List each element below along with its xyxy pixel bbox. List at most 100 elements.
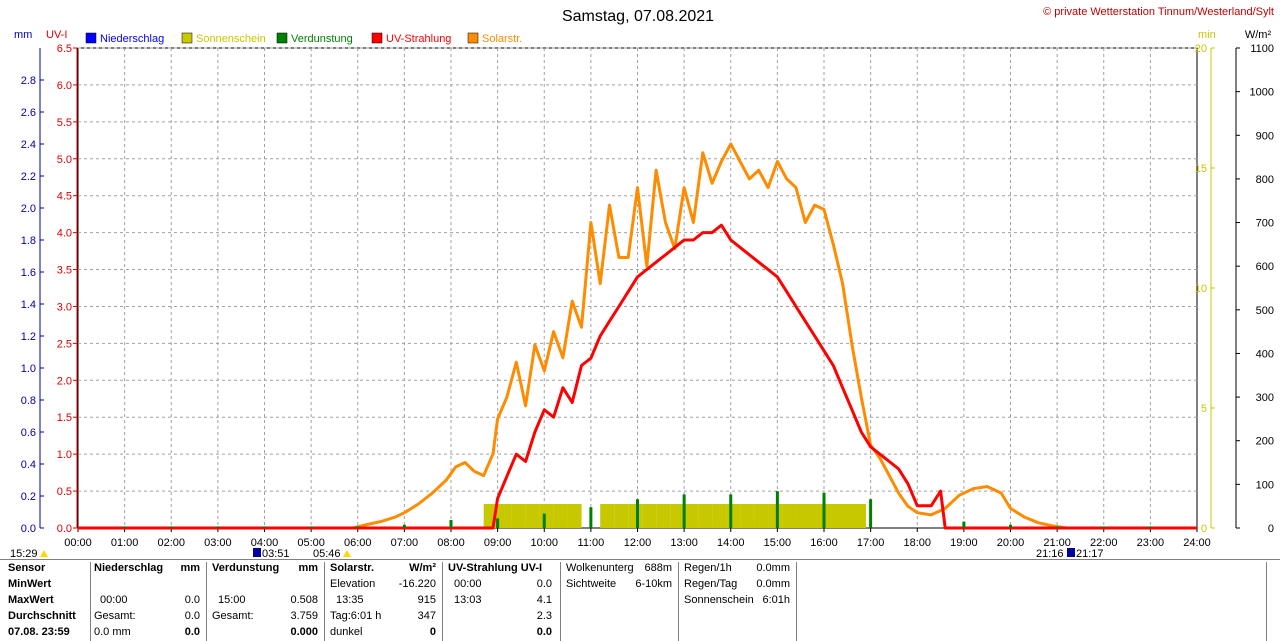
- mm-tick-label: 0.4: [21, 459, 36, 471]
- verdunstung-max-time: 15:00: [218, 594, 246, 606]
- x-tick-label: 08:00: [437, 537, 465, 549]
- sonnenschein-bar: [642, 504, 657, 528]
- verdunstung-bar: [1102, 526, 1106, 528]
- mm-tick-label: 1.8: [21, 235, 36, 247]
- sunrise-icon: [253, 548, 261, 557]
- wm2-tick-label: 900: [1256, 130, 1274, 142]
- verdunstung-bar: [775, 491, 779, 528]
- sonnenschein-bar: [600, 504, 615, 528]
- mm-tick-label: 2.2: [21, 171, 36, 183]
- sonnenschein-bar: [511, 504, 526, 528]
- legend-swatch: [181, 32, 193, 44]
- mm-tick-label: 2.4: [21, 139, 36, 151]
- regen-tag: 0.0mm: [756, 578, 790, 590]
- solar-elevation-label: Elevation: [330, 578, 376, 590]
- uv-line: [78, 223, 1197, 530]
- solar-header: Solarstr.: [330, 562, 375, 574]
- wm2-tick-label: 200: [1256, 436, 1274, 448]
- chart-title: Samstag, 07.08.2021: [562, 8, 714, 25]
- stats-solar: Solarstr. W/m² Elevation -16.220 13:35 915 …: [330, 560, 436, 641]
- chart-grid: [77, 47, 1198, 529]
- verdunstung-bar: [1055, 526, 1059, 528]
- solar-dunkel: 0: [429, 626, 436, 638]
- verdunstung-bar: [822, 492, 826, 528]
- row-label-max: MaxWert: [8, 594, 54, 606]
- row-label-sensor: Sensor: [8, 562, 46, 574]
- solar-max-time: 13:35: [336, 594, 364, 606]
- wm2-tick-label: 100: [1256, 479, 1274, 491]
- x-tick-label: 16:00: [810, 537, 838, 549]
- wolken-label: Wolkenunterg: [566, 562, 634, 574]
- sonnenschein-bar: [539, 504, 554, 528]
- niederschlag-gesamt-label: Gesamt:: [94, 610, 136, 622]
- wm2-tick-label: 300: [1256, 392, 1274, 404]
- sonnenschein-bar: [810, 504, 825, 528]
- weather-chart: Samstag, 07.08.2021 © private Wetterstat…: [10, 6, 1274, 560]
- stats-verdunstung: Verdunstung mm 15:00 0.508 Gesamt: 3.759 0.…: [212, 560, 318, 641]
- solar-dunkel-label: dunkel: [330, 626, 363, 638]
- niederschlag-header: Niederschlag: [94, 562, 164, 574]
- sicht-val: 6-10km: [635, 578, 672, 590]
- sonnenschein-bar: [698, 504, 713, 528]
- uvi-tick-label: 0.5: [57, 486, 72, 498]
- mm-tick-label: 0.2: [21, 491, 36, 503]
- x-tick-label: 00:00: [64, 537, 92, 549]
- verdunstung-bar: [589, 507, 593, 528]
- solar-tag-label: Tag:6:01 h: [330, 610, 382, 622]
- credit-text: © private Wetterstation Tinnum/Westerlan…: [1043, 6, 1274, 18]
- chart-marks: [78, 142, 1197, 530]
- uvi-tick-label: 6.0: [57, 80, 72, 92]
- wm2-tick-label: 500: [1256, 305, 1274, 317]
- mm-tick-label: 1.4: [21, 299, 36, 311]
- mm-tick-label: 0.6: [21, 427, 36, 439]
- x-tick-label: 20:00: [997, 537, 1025, 549]
- sonnenschein-bar: [628, 504, 643, 528]
- niederschlag-max-time: 00:00: [100, 594, 128, 606]
- sonnenschein-bar: [782, 504, 797, 528]
- sonnenschein-bar: [837, 504, 852, 528]
- uvi-tick-label: 3.5: [57, 265, 72, 277]
- sonnenschein-bar: [670, 504, 685, 528]
- stats-divider: [678, 562, 679, 641]
- mm-tick-label: 1.0: [21, 363, 36, 375]
- chart-legend: Niederschlag Sonnenschein Verdunstung UV-St…: [85, 32, 522, 45]
- solar-tag: 347: [417, 610, 436, 622]
- verdunstung-bar: [962, 521, 966, 528]
- sonnenschein-bar: [553, 504, 568, 528]
- stats-divider: [1266, 562, 1267, 641]
- x-tick-label: 24:00: [1183, 537, 1211, 549]
- x-tick-label: 01:00: [111, 537, 139, 549]
- wm2-tick-label: 1000: [1250, 87, 1274, 99]
- x-tick-label: 15:00: [764, 537, 792, 549]
- chart-axes: 00:00 01:00 02:00 03:00 04:00 05:00 06:00 07:00…: [21, 43, 1274, 549]
- legend-swatch: [371, 32, 383, 44]
- verdunstung-gesamt: 3.759: [290, 610, 318, 622]
- solar-line: [78, 142, 1197, 530]
- x-tick-label: 14:00: [717, 537, 745, 549]
- legend-swatch: [276, 32, 288, 44]
- uvi-tick-label: 1.0: [57, 449, 72, 461]
- x-tick-label: 18:00: [903, 537, 931, 549]
- stats-weather: Wolkenunterg 688m Sichtweite 6-10km: [566, 560, 672, 641]
- uv-last: 0.0: [536, 626, 552, 638]
- legend-label: Sonnenschein: [196, 33, 266, 45]
- row-label-avg: Durchschnitt: [8, 610, 76, 622]
- stats-top-divider: [0, 559, 1280, 560]
- niederschlag-last: 0.0 mm: [94, 626, 131, 638]
- mm-tick-label: 0.0: [21, 523, 36, 535]
- sonnenschein-bar: [851, 504, 866, 528]
- stats-divider: [324, 562, 325, 641]
- sonnenschein-bar: [614, 504, 629, 528]
- x-tick-label: 09:00: [484, 537, 512, 549]
- verdunstung-bar: [263, 526, 266, 528]
- uvi-tick-label: 4.5: [57, 191, 72, 203]
- verdunstung-bar: [1148, 526, 1152, 528]
- stats-divider: [796, 562, 797, 641]
- niederschlag-last-val: 0.0: [184, 626, 200, 638]
- moonset-time: 15:29: [10, 548, 38, 560]
- wm2-tick-label: 1100: [1250, 43, 1274, 55]
- dusk-time: 21:17: [1076, 548, 1104, 560]
- min-tick-label: 5: [1201, 403, 1207, 415]
- mm-tick-label: 0.8: [21, 395, 36, 407]
- sun-marks: 15:29 03:51 05:46 21:16 21:17: [10, 548, 1104, 560]
